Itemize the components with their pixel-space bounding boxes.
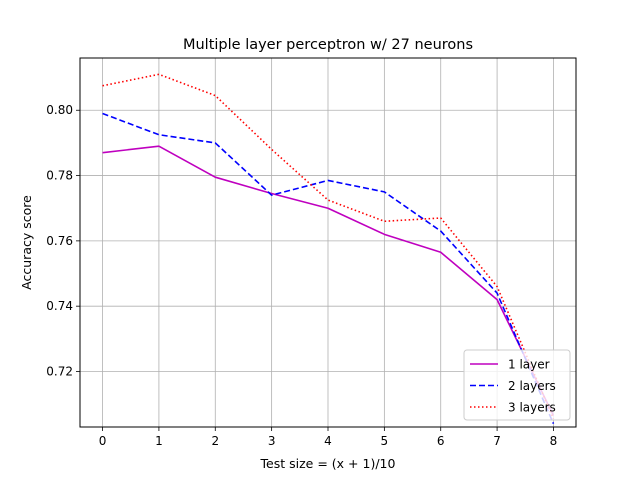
data-point xyxy=(383,191,385,193)
data-point xyxy=(383,220,385,222)
data-point xyxy=(327,199,329,201)
x-tick-label: 8 xyxy=(550,434,558,448)
legend-label: 2 layers xyxy=(508,379,556,393)
data-point xyxy=(327,207,329,209)
x-tick-label: 3 xyxy=(268,434,276,448)
series-lines xyxy=(102,73,555,425)
x-tick-label: 0 xyxy=(99,434,107,448)
x-tick-label: 4 xyxy=(324,434,332,448)
y-tick-label: 0.76 xyxy=(46,234,73,248)
legend-entries: 1 layer 2 layers 3 layers xyxy=(470,358,556,415)
data-point xyxy=(496,292,498,294)
data-point xyxy=(102,85,104,87)
series-line-1 xyxy=(102,145,555,416)
data-point xyxy=(102,113,104,115)
data-point xyxy=(496,299,498,301)
legend-label: 3 layers xyxy=(508,401,556,415)
y-tick-label: 0.74 xyxy=(46,299,73,313)
data-point xyxy=(158,134,160,136)
data-point xyxy=(327,180,329,182)
chart-title: Multiple layer perceptron w/ 27 neurons xyxy=(183,37,473,53)
data-point xyxy=(271,194,273,196)
x-tick-label: 5 xyxy=(381,434,389,448)
data-point xyxy=(214,95,216,97)
legend: 1 layer 2 layers 3 layers xyxy=(463,349,571,421)
data-point xyxy=(158,73,160,75)
data-point xyxy=(440,230,442,232)
data-point xyxy=(440,251,442,253)
y-axis-label: Accuracy score xyxy=(19,195,34,290)
y-tick-label: 0.78 xyxy=(46,169,73,183)
series-line-2 xyxy=(102,112,555,425)
data-point xyxy=(496,286,498,288)
x-tick-label: 6 xyxy=(437,434,445,448)
ticks: 0 1 2 3 4 5 6 7 8 0.72 0.74 0.76 0.78 0.80 xyxy=(46,103,557,448)
data-point xyxy=(440,217,442,219)
x-tick-label: 2 xyxy=(211,434,219,448)
data-point xyxy=(158,145,160,147)
y-tick-label: 0.72 xyxy=(46,364,73,378)
x-tick-label: 7 xyxy=(493,434,501,448)
legend-box xyxy=(463,349,571,421)
data-point xyxy=(271,149,273,151)
data-point xyxy=(102,152,104,154)
y-tick-label: 0.80 xyxy=(46,103,73,117)
data-point xyxy=(214,176,216,178)
legend-label: 1 layer xyxy=(508,358,550,372)
x-tick-label: 1 xyxy=(155,434,163,448)
x-axis-label: Test size = (x + 1)/10 xyxy=(260,456,396,471)
data-point xyxy=(214,142,216,144)
data-point xyxy=(383,233,385,235)
data-point xyxy=(553,423,555,425)
